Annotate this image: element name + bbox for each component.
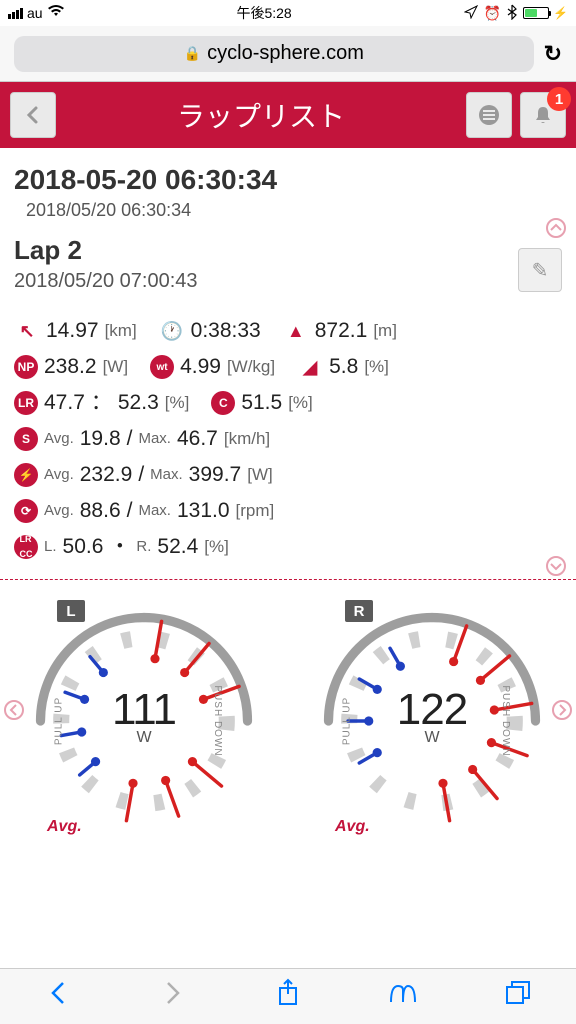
speed-avg-value: 19.8 (80, 421, 121, 457)
gauge-next-button[interactable] (552, 700, 572, 726)
ios-status-bar: au 午後5:28 ⏰ ⚡ (0, 0, 576, 26)
speed-icon: S (14, 427, 38, 451)
distance-value: 14.97 (46, 313, 99, 349)
bookmarks-button[interactable] (383, 981, 423, 1013)
browser-forward-button[interactable] (153, 979, 193, 1014)
stat-row-power: ⚡ Avg. 232.9 / Max. 399.7 [W] (14, 457, 562, 493)
cadence-max-value: 131.0 (177, 493, 230, 529)
cadence-avg-value: 88.6 (80, 493, 121, 529)
c-value: 51.5 (241, 385, 282, 421)
lock-icon: 🔒 (184, 45, 201, 62)
gauge-left-avg-label: Avg. (47, 818, 82, 836)
menu-button[interactable] (466, 92, 512, 138)
grade-icon: ◢ (297, 354, 323, 380)
session-title: 2018-05-20 06:30:34 (14, 164, 562, 196)
gauge-right-tag: R (345, 600, 373, 622)
alarm-icon: ⏰ (484, 5, 501, 22)
cadence-icon: ⟳ (14, 499, 38, 523)
lrcc-icon: LRCC (14, 535, 38, 559)
gauge-left-value: 111 (112, 685, 176, 735)
gauge-left-tag: L (57, 600, 85, 622)
speed-max-value: 46.7 (177, 421, 218, 457)
pull-up-label: PULL UP (342, 697, 353, 745)
url-text: cyclo-sphere.com (207, 42, 364, 65)
pull-up-label: PULL UP (54, 697, 65, 745)
app-header: ラップリスト 1 (0, 82, 576, 148)
grade-unit: [%] (364, 353, 389, 382)
distance-unit: [km] (105, 317, 137, 346)
distance-icon: ↖ (14, 318, 40, 344)
scroll-down-button[interactable] (546, 556, 566, 582)
wkg-icon: wt (150, 355, 174, 379)
url-field[interactable]: 🔒 cyclo-sphere.com (14, 36, 534, 72)
push-down-label: PUSH DOWN (500, 685, 511, 756)
notifications-button[interactable]: 1 (520, 92, 566, 138)
gauge-right-value: 122 (397, 685, 467, 735)
signal-icon (8, 8, 23, 19)
lr-right-value: 52.3 (118, 385, 159, 421)
gauge-left: L PULL UP PUSH DOWN 111 W Avg. (29, 606, 259, 836)
wkg-unit: [W/kg] (227, 353, 275, 382)
battery-icon: ⚡ (523, 6, 568, 20)
c-icon: C (211, 391, 235, 415)
lr-left-value: 47.7 (44, 385, 85, 421)
lap-title: Lap 2 (14, 235, 562, 266)
lap-time: 2018/05/20 07:00:43 (14, 270, 562, 293)
content-area: 2018-05-20 06:30:34 2018/05/20 06:30:34 … (0, 148, 576, 565)
gauge-right: R PULL UP PUSH DOWN 122 W Avg. (317, 606, 547, 836)
scroll-up-button[interactable] (546, 218, 566, 244)
cadence-unit: [rpm] (236, 497, 275, 526)
stats-block: ↖ 14.97 [km] 🕐 0:38:33 ▲ 872.1 [m] NP 23… (14, 313, 562, 565)
power-icon: ⚡ (14, 463, 38, 487)
power-unit: [W] (247, 461, 273, 490)
elevation-icon: ▲ (283, 318, 309, 344)
lrcc-right-value: 52.4 (157, 529, 198, 565)
lr-unit: [%] (165, 389, 190, 418)
wkg-value: 4.99 (180, 349, 221, 385)
wifi-icon (47, 4, 65, 23)
stat-row-speed: S Avg. 19.8 / Max. 46.7 [km/h] (14, 421, 562, 457)
duration-value: 0:38:33 (191, 313, 261, 349)
stat-row-cadence: ⟳ Avg. 88.6 / Max. 131.0 [rpm] (14, 493, 562, 529)
stat-row-3: LR 47.7 ： 52.3 [%] C 51.5 [%] (14, 385, 562, 421)
session-subtitle: 2018/05/20 06:30:34 (26, 200, 562, 221)
lr-icon: LR (14, 391, 38, 415)
clock-icon: 🕐 (159, 318, 185, 344)
notification-badge: 1 (547, 87, 571, 111)
push-down-label: PUSH DOWN (212, 685, 223, 756)
power-max-value: 399.7 (189, 457, 242, 493)
gauge-prev-button[interactable] (4, 700, 24, 726)
location-icon (464, 5, 478, 22)
browser-back-button[interactable] (38, 979, 78, 1014)
stat-row-2: NP 238.2 [W] wt 4.99 [W/kg] ◢ 5.8 [%] (14, 349, 562, 385)
edit-button[interactable]: ✎ (518, 248, 562, 292)
np-value: 238.2 (44, 349, 97, 385)
lrcc-unit: [%] (204, 533, 229, 562)
back-button[interactable] (10, 92, 56, 138)
safari-toolbar (0, 968, 576, 1024)
np-icon: NP (14, 355, 38, 379)
gauge-area: L PULL UP PUSH DOWN 111 W Avg. R PULL UP… (0, 580, 576, 846)
stat-row-1: ↖ 14.97 [km] 🕐 0:38:33 ▲ 872.1 [m] (14, 313, 562, 349)
elevation-value: 872.1 (315, 313, 368, 349)
share-button[interactable] (268, 978, 308, 1015)
safari-address-bar: 🔒 cyclo-sphere.com ↻ (0, 26, 576, 82)
power-avg-value: 232.9 (80, 457, 133, 493)
tabs-button[interactable] (498, 980, 538, 1013)
speed-unit: [km/h] (224, 425, 270, 454)
c-unit: [%] (288, 389, 313, 418)
lrcc-left-value: 50.6 (63, 529, 104, 565)
elevation-unit: [m] (373, 317, 397, 346)
grade-value: 5.8 (329, 349, 358, 385)
reload-button[interactable]: ↻ (544, 41, 562, 67)
np-unit: [W] (103, 353, 129, 382)
carrier-label: au (27, 5, 43, 21)
gauge-right-avg-label: Avg. (335, 818, 370, 836)
status-time: 午後5:28 (65, 3, 464, 23)
bluetooth-icon (507, 4, 517, 23)
stat-row-lrcc: LRCC L. 50.6 ・ R. 52.4 [%] (14, 529, 562, 565)
page-title: ラップリスト (64, 95, 458, 135)
